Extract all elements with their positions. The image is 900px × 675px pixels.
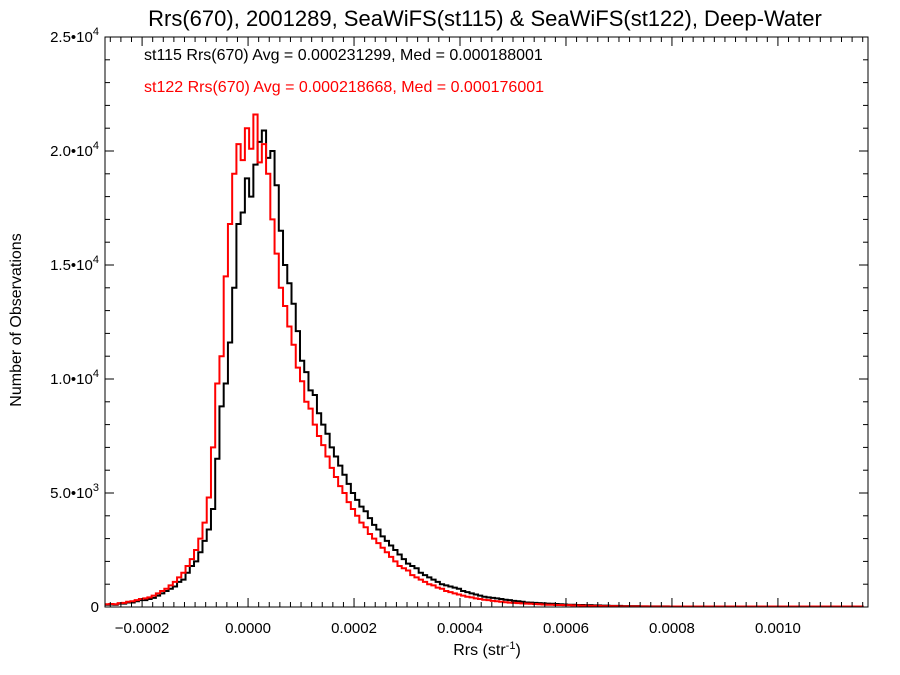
plot-frame — [104, 36, 869, 608]
x-tick-label: 0.0000 — [225, 620, 271, 637]
x-axis: −0.0002 0.0000 0.0002 0.0004 0.0006 0.0008 0.0… — [109, 37, 864, 637]
x-tick-label: −0.0002 — [115, 620, 170, 637]
y-tick-label: 5.0•103 — [50, 482, 99, 502]
y-axis-label: Number of Observations — [8, 233, 25, 406]
x-tick-label: 0.0006 — [543, 620, 589, 637]
series-st122-histogram — [105, 113, 864, 608]
y-axis: 0 5.0•103 1.0•104 1.5•104 2.0•104 2.5•104 — [50, 26, 868, 616]
x-tick-label: 0.0010 — [755, 620, 801, 637]
x-tick-label: 0.0008 — [649, 620, 695, 637]
x-tick-label: 0.0002 — [331, 620, 377, 637]
x-axis-label-exponent: -1 — [506, 640, 516, 652]
y-tick-label: 1.0•104 — [50, 368, 99, 388]
series-layer — [105, 113, 864, 608]
x-axis-label-main: Rrs (str — [453, 642, 506, 659]
x-axis-label: Rrs (str-1) — [453, 640, 521, 659]
legend-entry-st122: st122 Rrs(670) Avg = 0.000218668, Med = … — [144, 79, 544, 96]
y-tick-label: 2.0•104 — [50, 140, 99, 160]
x-axis-label-suffix: ) — [515, 642, 520, 659]
x-tick-label: 0.0004 — [437, 620, 483, 637]
y-tick-label: 0 — [91, 599, 99, 616]
legend-entry-st115: st115 Rrs(670) Avg = 0.000231299, Med = … — [144, 47, 543, 64]
chart-title: Rrs(670), 2001289, SeaWiFS(st115) & SeaW… — [148, 6, 822, 31]
series-st115-histogram — [105, 129, 852, 608]
y-tick-label: 2.5•104 — [50, 26, 99, 46]
y-tick-label: 1.5•104 — [50, 254, 99, 274]
